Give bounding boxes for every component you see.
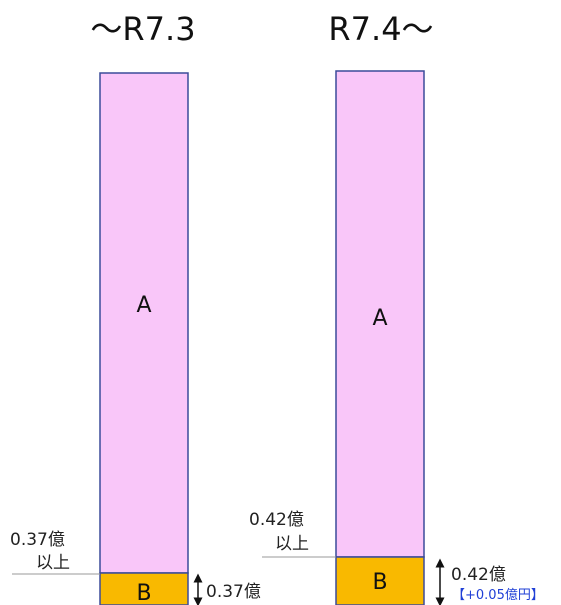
column-title-before: ～R7.3 xyxy=(90,10,195,48)
segment-b-label-after: B xyxy=(372,570,387,595)
segment-b-label-before: B xyxy=(136,581,151,605)
column-title-after: R7.4～ xyxy=(328,10,433,48)
threshold-amount-before: 0.37億 xyxy=(10,530,65,550)
segment-b-after xyxy=(335,556,425,605)
b-height-label-before: 0.37億 xyxy=(206,582,261,602)
segment-a-label-after: A xyxy=(372,306,387,331)
segment-b-before xyxy=(99,572,189,605)
threshold-above-before: 以上 xyxy=(36,553,70,573)
threshold-above-after: 以上 xyxy=(275,534,309,554)
threshold-amount-after: 0.42億 xyxy=(249,510,304,530)
b-height-label-after: 0.42億 xyxy=(451,565,506,585)
segment-a-label-before: A xyxy=(136,293,151,318)
segment-a-before xyxy=(99,72,189,574)
increase-note-after: 【+0.05億円】 xyxy=(452,587,544,603)
